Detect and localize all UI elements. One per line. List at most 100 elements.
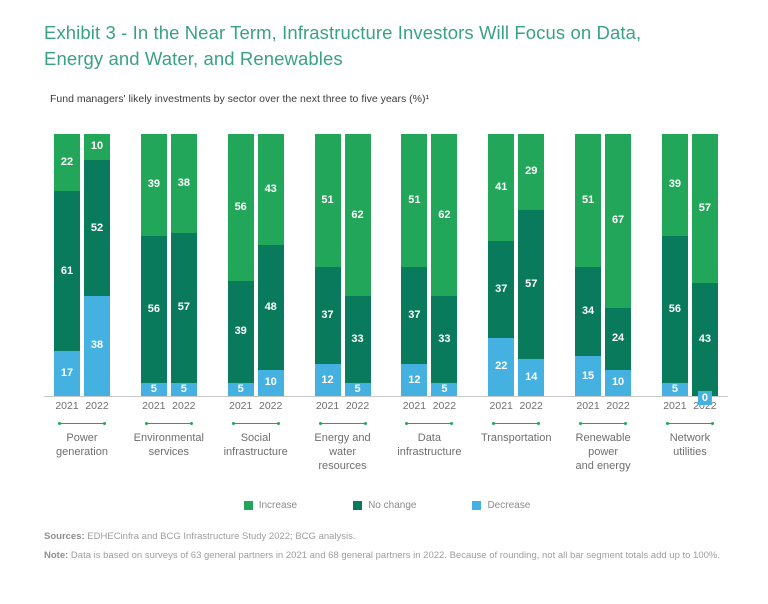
segment-value: 39 <box>147 178 160 191</box>
bar-segment-no_change: 48 <box>257 245 284 370</box>
bar-segment-decrease: 17 <box>54 351 80 396</box>
chart-subtitle: Fund managers' likely investments by sec… <box>50 92 429 105</box>
stacked-bar: 51 37 12 <box>314 133 341 396</box>
segment-value: 43 <box>698 332 712 345</box>
segment-value: 33 <box>351 332 364 345</box>
sector-label: Transportation <box>480 431 552 444</box>
bar-segment-no_change: 56 <box>661 235 688 383</box>
bar-segment-increase: 67 <box>605 133 632 308</box>
sector-group: 51 34 15 67 24 10 2021 2022 Renewable power and … <box>575 133 632 474</box>
group-bracket <box>58 421 106 425</box>
segment-value: 62 <box>351 208 364 221</box>
segment-value: 14 <box>525 370 538 383</box>
sector-bars: 51 37 12 62 33 5 <box>401 133 458 396</box>
legend-label: Increase <box>258 499 298 511</box>
segment-value: 56 <box>147 302 160 315</box>
legend-swatch-no_change <box>353 500 363 510</box>
segment-value: 5 <box>671 382 678 395</box>
year-labels: 2021 2022 <box>315 400 371 412</box>
bar-segment-decrease: 5 <box>227 382 254 396</box>
segment-value: 22 <box>495 360 508 373</box>
segment-value: 12 <box>321 373 334 386</box>
bracket-dot-left <box>492 421 496 425</box>
bar-segment-no_change: 39 <box>227 280 254 383</box>
stacked-bar: 22 61 17 <box>54 133 80 396</box>
bracket-dot-right <box>189 421 193 425</box>
segment-value: 5 <box>237 382 244 395</box>
segment-value: 51 <box>408 194 421 207</box>
segment-value: 10 <box>90 140 104 153</box>
bar-segment-decrease: 14 <box>518 359 545 396</box>
chart-legend: Increase No change Decrease <box>44 500 730 511</box>
bar-segment-increase: 38 <box>170 133 197 234</box>
bracket-dot-left <box>318 421 322 425</box>
year-label: 2021 <box>315 399 340 412</box>
stacked-bar: 62 33 5 <box>431 133 458 396</box>
bracket-dot-right <box>624 421 628 425</box>
exhibit-title: Exhibit 3 - In the Near Term, Infrastruc… <box>44 22 642 69</box>
zero-decrease-label: 0 <box>697 390 712 405</box>
bar-segment-decrease: 15 <box>575 356 602 396</box>
sector-label: Renewable power and energy <box>575 431 631 473</box>
bar-segment-increase: 51 <box>314 133 341 268</box>
year-label: 2022 <box>606 399 630 412</box>
bar-segment-increase: 39 <box>140 133 167 236</box>
sector-label: Environmental services <box>133 431 204 459</box>
bar-segment-decrease: 5 <box>170 382 197 396</box>
segment-value: 17 <box>60 366 74 379</box>
group-bracket <box>144 421 193 425</box>
year-label: 2022 <box>259 399 283 412</box>
group-bracket <box>405 421 454 425</box>
segment-value: 57 <box>177 301 190 314</box>
segment-value: 39 <box>234 325 247 338</box>
segment-value: 51 <box>581 194 595 207</box>
bar-segment-increase: 62 <box>344 133 371 297</box>
legend-item: No change <box>353 500 416 511</box>
stacked-bar: 57 43 0 <box>691 133 718 405</box>
bar-segment-no_change: 33 <box>431 296 458 383</box>
footer: Sources: EDHECinfra and BCG Infrastructu… <box>44 530 744 564</box>
bar-segment-no_change: 57 <box>518 209 545 360</box>
group-bracket <box>665 421 714 425</box>
bar-segment-increase: 39 <box>661 133 688 236</box>
sector-bars: 39 56 5 38 57 5 <box>140 133 197 396</box>
bar-segment-no_change: 37 <box>314 267 341 365</box>
segment-value: 5 <box>150 382 157 395</box>
bracket-dot-left <box>579 421 583 425</box>
stacked-bar: 62 33 5 <box>344 133 371 396</box>
bar-segment-decrease: 38 <box>84 296 110 396</box>
bracket-dot-left <box>405 421 409 425</box>
bar-segment-decrease: 10 <box>257 369 284 396</box>
sector-bars: 39 56 5 57 43 0 <box>661 133 718 405</box>
year-label: 2022 <box>172 399 196 412</box>
segment-value: 67 <box>611 214 625 227</box>
segment-value: 37 <box>408 309 421 322</box>
segment-value: 24 <box>611 332 625 345</box>
segment-value: 62 <box>438 208 451 221</box>
bar-segment-no_change: 57 <box>170 233 197 383</box>
sector-group: 22 61 17 10 52 38 2021 2022 Power generation <box>54 133 110 474</box>
legend-item: Increase <box>243 499 298 511</box>
bracket-dot-left <box>58 421 61 425</box>
year-labels: 2021 2022 <box>228 400 284 412</box>
sector-bars: 41 37 22 29 57 14 <box>488 133 545 396</box>
bar-segment-increase: 51 <box>401 133 428 268</box>
sector-label: Data infrastructure <box>397 431 462 459</box>
segment-value: 10 <box>611 376 625 389</box>
segment-value: 39 <box>668 178 682 191</box>
year-label: 2021 <box>229 399 253 412</box>
sector-label: Power generation <box>56 431 108 459</box>
legend-swatch-decrease <box>472 500 482 510</box>
sector-bars: 56 39 5 43 48 10 <box>227 133 284 396</box>
note-line: Note: Data is based on surveys of 63 gen… <box>44 549 744 563</box>
bar-segment-increase: 43 <box>257 133 284 246</box>
group-bracket <box>318 421 367 425</box>
segment-value: 48 <box>264 301 277 314</box>
bar-segment-no_change: 52 <box>84 159 110 297</box>
year-labels: 2021 2022 <box>401 400 457 412</box>
bar-segment-decrease: 5 <box>431 382 458 396</box>
bracket-dot-right <box>537 421 541 425</box>
stacked-bar: 38 57 5 <box>170 133 197 396</box>
bracket-dot-right <box>710 421 714 425</box>
segment-value: 56 <box>234 200 247 213</box>
